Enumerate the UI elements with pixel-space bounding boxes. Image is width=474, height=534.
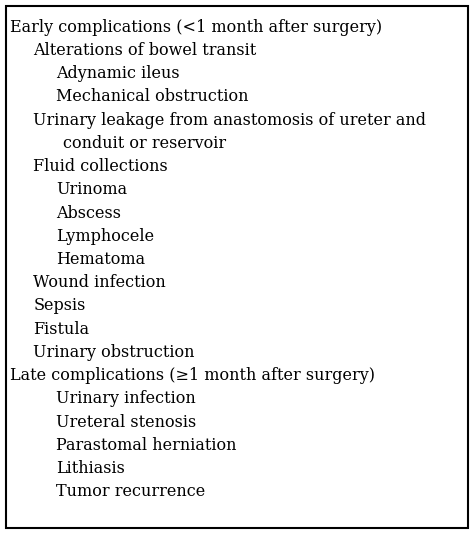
Text: Urinary leakage from anastomosis of ureter and: Urinary leakage from anastomosis of uret… bbox=[33, 112, 426, 129]
Text: Urinoma: Urinoma bbox=[56, 182, 127, 198]
Text: Fluid collections: Fluid collections bbox=[33, 158, 168, 175]
Text: Lithiasis: Lithiasis bbox=[56, 460, 125, 477]
Text: conduit or reservoir: conduit or reservoir bbox=[63, 135, 226, 152]
Text: Fistula: Fistula bbox=[33, 320, 89, 337]
Text: Mechanical obstruction: Mechanical obstruction bbox=[56, 88, 248, 105]
Text: Wound infection: Wound infection bbox=[33, 274, 166, 291]
Text: Urinary obstruction: Urinary obstruction bbox=[33, 344, 195, 361]
Text: Sepsis: Sepsis bbox=[33, 297, 85, 315]
Text: Parastomal herniation: Parastomal herniation bbox=[56, 437, 237, 454]
Text: Abscess: Abscess bbox=[56, 205, 121, 222]
Text: Early complications (<1 month after surgery): Early complications (<1 month after surg… bbox=[10, 19, 383, 36]
Text: Ureteral stenosis: Ureteral stenosis bbox=[56, 413, 196, 430]
Text: Tumor recurrence: Tumor recurrence bbox=[56, 483, 205, 500]
Text: Late complications (≥1 month after surgery): Late complications (≥1 month after surge… bbox=[10, 367, 375, 384]
Text: Urinary infection: Urinary infection bbox=[56, 390, 196, 407]
Text: Hematoma: Hematoma bbox=[56, 251, 145, 268]
Text: Alterations of bowel transit: Alterations of bowel transit bbox=[33, 42, 256, 59]
Text: Adynamic ileus: Adynamic ileus bbox=[56, 65, 180, 82]
Text: Lymphocele: Lymphocele bbox=[56, 227, 154, 245]
